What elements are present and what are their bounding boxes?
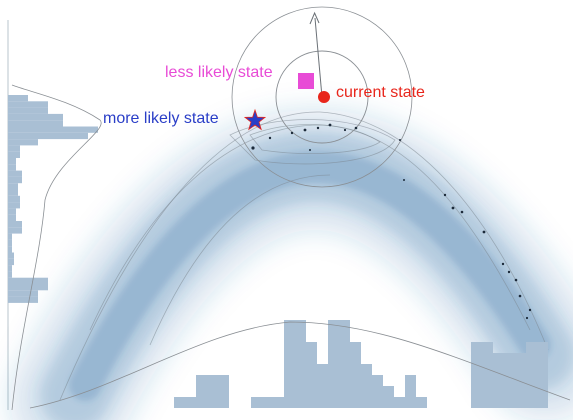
sample-points [251, 123, 532, 320]
left-histogram-bar [8, 170, 22, 177]
left-histogram-bar [8, 120, 63, 127]
left-histogram-bar [8, 158, 16, 165]
density-band [10, 109, 573, 420]
proposal-arrow [309, 11, 323, 98]
left-marginal-curve [11, 84, 102, 411]
left-histogram-bar [8, 132, 88, 140]
bottom-histogram-bar [207, 375, 218, 408]
bottom-histogram-bar [515, 353, 526, 408]
left-histogram-bar [8, 101, 48, 108]
bottom-histogram-bar [218, 375, 229, 408]
bottom-histogram-bar [317, 364, 328, 408]
bottom-histogram-bar [361, 364, 372, 408]
left-histogram-bar [8, 151, 20, 158]
bottom-histogram-bar [471, 342, 482, 408]
left-histogram-bar [8, 126, 98, 133]
bottom-histogram-bar [174, 397, 185, 408]
bottom-histogram-bar [405, 375, 416, 408]
less-likely-state-label: less likely state [165, 64, 273, 81]
current-state-label: current state [336, 84, 425, 101]
left-histogram-bar [8, 252, 14, 259]
left-histogram-bar [8, 239, 12, 247]
bottom-histogram-bar [493, 353, 504, 408]
bottom-histogram-bar [185, 397, 196, 408]
less-likely-state-marker [298, 73, 314, 89]
bottom-histogram-bar [482, 342, 493, 408]
bottom-marginal-histogram [174, 320, 548, 408]
bottom-histogram-bar [284, 320, 295, 408]
left-histogram-bar [8, 195, 20, 203]
left-histogram-bar [8, 296, 38, 303]
left-marginal-histogram [8, 95, 98, 303]
proposal-circles [231, 6, 413, 188]
bottom-histogram-bar [537, 342, 548, 408]
left-histogram-bar [8, 113, 63, 121]
left-histogram-bar [8, 164, 16, 171]
left-histogram-bar [8, 107, 48, 114]
bottom-histogram-bar [196, 375, 207, 408]
left-histogram-bar [8, 277, 48, 284]
left-histogram-bar [8, 290, 38, 297]
more-likely-state-label: more likely state [103, 110, 219, 127]
left-histogram-bar [8, 208, 16, 215]
density-contours [59, 111, 549, 401]
inner-proposal-circle [275, 50, 369, 144]
left-histogram-bar [8, 221, 22, 228]
left-histogram-bar [8, 246, 12, 253]
bottom-histogram-bar [372, 375, 383, 408]
bottom-histogram-bar [383, 386, 394, 408]
bottom-histogram-bar [504, 353, 515, 408]
left-histogram-bar [8, 139, 38, 146]
bottom-histogram-bar [306, 342, 317, 408]
bottom-histogram-bar [262, 397, 273, 408]
left-histogram-bar [8, 183, 18, 190]
left-histogram-bar [8, 265, 12, 272]
bottom-histogram-bar [350, 342, 361, 408]
left-histogram-bar [8, 227, 22, 234]
bottom-histogram-bar [526, 342, 537, 408]
bottom-histogram-bar [339, 320, 350, 408]
bottom-histogram-bar [295, 320, 306, 408]
left-histogram-bar [8, 95, 28, 102]
left-histogram-bar [8, 258, 14, 266]
left-histogram-bar [8, 233, 12, 240]
bottom-histogram-bar [328, 320, 339, 408]
bottom-histogram-bar [394, 397, 405, 408]
left-histogram-bar [8, 214, 16, 221]
outer-proposal-circle [231, 6, 413, 188]
current-state-marker [318, 91, 330, 103]
left-histogram-bar [8, 271, 12, 278]
bottom-histogram-bar [273, 397, 284, 408]
left-histogram-bar [8, 202, 20, 209]
left-histogram-bar [8, 284, 48, 291]
left-histogram-bar [8, 145, 20, 152]
left-histogram-bar [8, 176, 22, 184]
left-histogram-bar [8, 189, 18, 196]
bottom-marginal-curve [29, 321, 571, 409]
more-likely-state-marker [243, 108, 267, 131]
bottom-histogram-bar [251, 397, 262, 408]
bottom-histogram-bar [416, 397, 427, 408]
